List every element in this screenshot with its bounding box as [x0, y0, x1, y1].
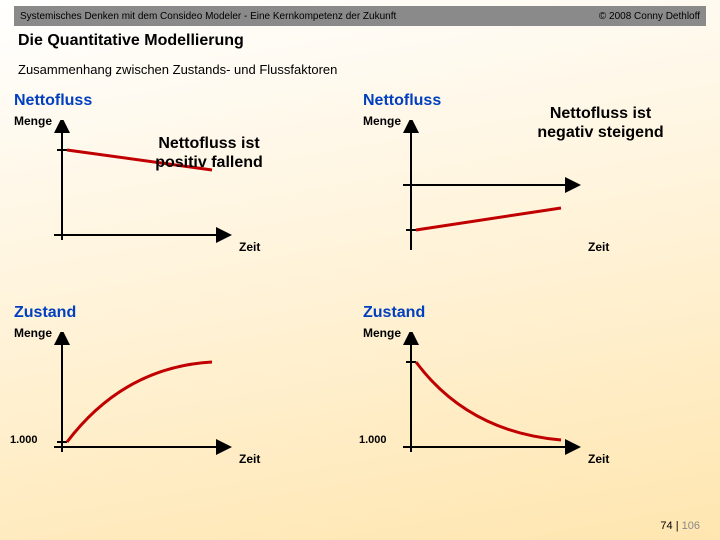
panel-title[interactable]: Zustand [363, 304, 706, 322]
panel-zustand-rising: Zustand Menge 1.000 Zeit [14, 304, 357, 510]
header-bar: Systemisches Denken mit dem Consideo Mod… [14, 6, 706, 26]
panel-nettofluss-pos-fallend: Nettofluss Menge Nettofluss istpositiv f… [14, 92, 357, 298]
chart-svg [393, 332, 593, 472]
slide-page: Systemisches Denken mit dem Consideo Mod… [0, 0, 720, 540]
panel-zustand-falling: Zustand Menge 1.000 Zeit [363, 304, 706, 510]
header-right: © 2008 Conny Dethloff [599, 11, 700, 22]
panel-title[interactable]: Nettofluss [14, 92, 357, 110]
series-curve [67, 362, 212, 442]
page-sep: | [673, 520, 682, 532]
xlabel: Zeit [588, 452, 609, 466]
page-footer: 74 | 106 [660, 520, 700, 532]
header-left: Systemisches Denken mit dem Consideo Mod… [20, 11, 396, 22]
series-curve [416, 362, 561, 440]
origin-label: 1.000 [359, 434, 387, 446]
subtitle: Zusammenhang zwischen Zustands- und Flus… [18, 62, 337, 77]
page-current: 74 [660, 520, 672, 532]
panel-nettofluss-neg-steigend: Nettofluss Menge Nettofluss istnegativ s… [363, 92, 706, 298]
section-title: Die Quantitative Modellierung [18, 32, 244, 50]
panel-desc: Nettofluss istpositiv fallend [124, 134, 294, 172]
origin-label: 1.000 [10, 434, 38, 446]
chart-grid: Nettofluss Menge Nettofluss istpositiv f… [14, 92, 706, 510]
xlabel: Zeit [239, 452, 260, 466]
page-total: 106 [682, 520, 700, 532]
panel-desc: Nettofluss istnegativ steigend [508, 104, 693, 142]
series-line [416, 208, 561, 230]
chart-svg [44, 332, 244, 472]
xlabel: Zeit [588, 240, 609, 254]
xlabel: Zeit [239, 240, 260, 254]
panel-title[interactable]: Zustand [14, 304, 357, 322]
